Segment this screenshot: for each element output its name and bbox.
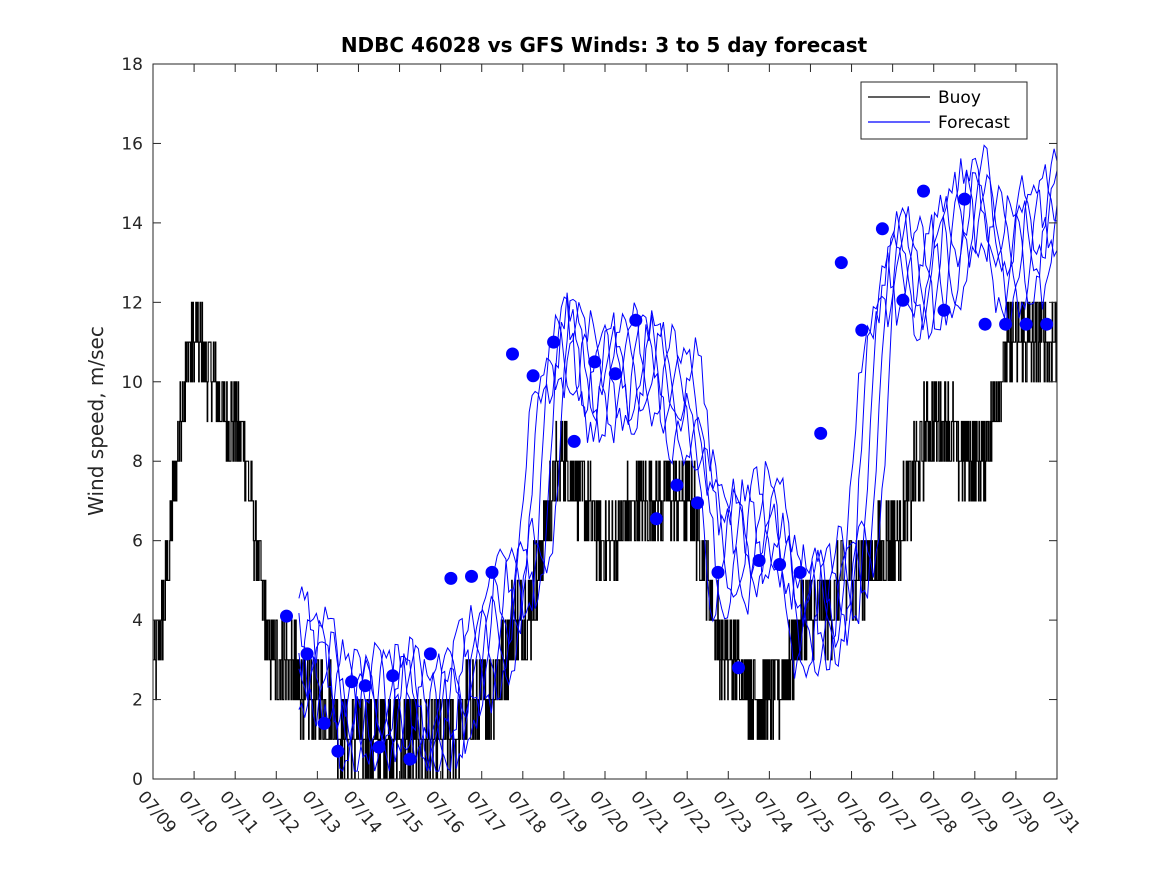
forecast-marker xyxy=(670,478,684,492)
forecast-marker xyxy=(691,496,704,510)
forecast-marker xyxy=(1040,317,1054,331)
forecast-marker xyxy=(649,512,663,526)
chart-title: NDBC 46028 vs GFS Winds: 3 to 5 day fore… xyxy=(341,33,868,57)
forecast-marker xyxy=(567,434,581,448)
forecast-marker xyxy=(814,426,828,440)
forecast-marker xyxy=(588,355,602,369)
y-tick-label: 14 xyxy=(121,214,143,234)
y-tick-label: 6 xyxy=(132,532,143,552)
forecast-marker xyxy=(855,323,869,337)
forecast-marker xyxy=(896,293,910,307)
forecast-marker xyxy=(978,317,992,331)
forecast-marker xyxy=(317,716,331,730)
forecast-run-line xyxy=(298,148,1057,772)
forecast-marker xyxy=(1019,317,1033,331)
forecast-marker xyxy=(526,369,540,383)
forecast-run-line xyxy=(298,171,1057,772)
forecast-marker xyxy=(999,317,1013,331)
forecast-marker xyxy=(793,565,807,579)
legend: Buoy Forecast xyxy=(860,81,1028,140)
forecast-marker xyxy=(834,256,848,270)
forecast-marker xyxy=(345,675,359,689)
y-tick-label: 8 xyxy=(132,452,143,472)
forecast-marker xyxy=(937,303,951,317)
y-tick-label: 4 xyxy=(132,611,143,631)
forecast-marker xyxy=(917,184,930,198)
buoy-series-line xyxy=(153,301,1057,779)
legend-box xyxy=(860,81,1028,140)
legend-buoy-label: Buoy xyxy=(938,88,981,108)
forecast-marker xyxy=(280,609,293,623)
y-tick-label: 10 xyxy=(121,373,143,393)
forecast-run-line xyxy=(298,170,1057,773)
forecast-marker xyxy=(732,661,745,675)
y-tick-label: 12 xyxy=(121,293,143,313)
forecast-marker xyxy=(403,752,417,766)
y-tick-label: 16 xyxy=(121,134,143,154)
y-tick-label: 0 xyxy=(132,770,143,790)
forecast-marker xyxy=(358,679,372,693)
forecast-marker xyxy=(608,367,622,381)
forecast-marker xyxy=(331,744,345,758)
forecast-marker xyxy=(485,565,499,579)
forecast-marker xyxy=(423,647,437,661)
forecast-marker xyxy=(300,647,314,661)
forecast-marker xyxy=(386,669,400,683)
forecast-marker xyxy=(958,192,971,206)
forecast-marker xyxy=(444,571,458,585)
forecast-marker xyxy=(372,740,386,754)
legend-forecast-label: Forecast xyxy=(938,113,1010,133)
forecast-marker xyxy=(711,565,725,579)
forecast-marker xyxy=(773,558,787,571)
forecast-marker xyxy=(752,554,766,567)
y-tick-label: 2 xyxy=(132,691,143,711)
forecast-run-line xyxy=(298,158,1057,773)
plot-area xyxy=(153,144,1057,779)
y-tick-label: 18 xyxy=(121,55,143,75)
forecast-marker xyxy=(629,313,643,327)
forecast-marker xyxy=(506,347,519,361)
y-axis-label: Wind speed, m/sec xyxy=(84,326,108,516)
forecast-marker xyxy=(875,222,889,236)
forecast-marker xyxy=(547,335,561,349)
forecast-marker xyxy=(465,569,478,583)
